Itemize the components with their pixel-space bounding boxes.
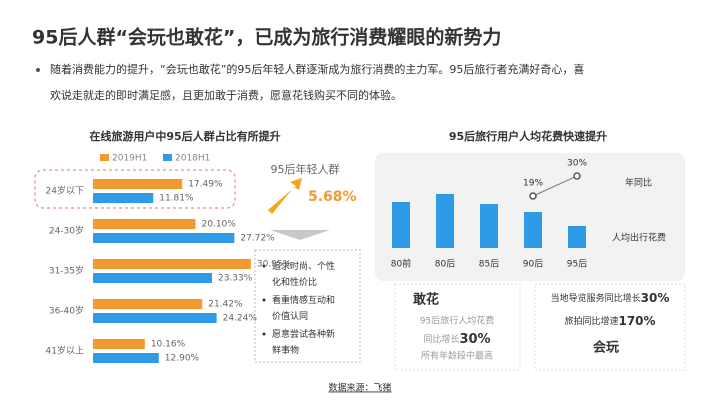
bullet-text: 随着消费能力的提升，“会玩也敢花”的95后年轻人群逐渐成为旅行消费的主力军。95… [50, 62, 584, 76]
box-text-part: 当地导览服务同比增长 [551, 292, 641, 304]
info-box [534, 283, 686, 371]
chart-title: 95后旅行用户人均花费快速提升 [449, 129, 607, 143]
box-title: 会玩 [593, 340, 619, 356]
trait-dot [262, 298, 266, 302]
box-text-part: 旅拍同比增速 [564, 315, 618, 327]
box-text: 同比增长30% [423, 332, 490, 347]
bar [480, 204, 498, 248]
bullet-dot [36, 68, 40, 72]
series-label: 年同比 [625, 177, 652, 189]
box-text-part: 30% [459, 332, 490, 347]
bar [524, 212, 542, 248]
category-label: 31-35岁 [49, 265, 84, 277]
bar [93, 219, 196, 229]
value-label: 23.33% [218, 274, 253, 284]
bar [392, 202, 410, 248]
line-point [529, 192, 537, 200]
category-label: 41岁以上 [46, 345, 84, 357]
slide-title: 95后人群“会玩也敢花”，已成为旅行消费耀眼的新势力 [32, 26, 501, 49]
traits-box [254, 249, 361, 363]
legend-label: 2019H1 [112, 154, 147, 164]
trait-dot [262, 332, 266, 336]
box-text-part: 30% [641, 291, 670, 305]
bar [93, 193, 154, 203]
bar [93, 313, 217, 323]
legend-swatch [100, 154, 109, 161]
up-arrow [268, 178, 302, 214]
trait-line: 追求时尚、个性 [272, 260, 335, 272]
bullet-text: 欢说走就走的即时满足感，且更加敢于消费，愿意花钱购买不同的体验。 [50, 88, 402, 102]
highlight-value: 5.68% [308, 189, 357, 205]
series-label: 人均出行花费 [612, 232, 666, 244]
line-point [573, 172, 581, 180]
trait-text: 看重情感互动和价值认同 [272, 294, 335, 322]
info-box [394, 283, 521, 371]
value-label: 30.95% [257, 260, 292, 270]
box-text: 所有年龄段中最高 [421, 350, 493, 362]
legend-label: 2018H1 [175, 154, 210, 164]
box-text-part: 170% [618, 314, 655, 328]
category-label: 95后 [567, 259, 587, 270]
value-label: 19% [523, 179, 543, 189]
highlight-frame [34, 169, 236, 209]
trait-line: 价值认同 [272, 310, 308, 322]
bar [93, 353, 159, 363]
category-label: 36-40岁 [49, 305, 84, 317]
box-text-part: 同比增长 [423, 333, 459, 345]
category-label: 24岁以下 [46, 185, 84, 197]
source: 数据来源：飞猪 [328, 382, 391, 394]
value-label: 24.24% [223, 314, 258, 324]
bar [568, 226, 586, 248]
bar [436, 194, 454, 248]
box-text: 当地导览服务同比增长30% [551, 291, 670, 305]
trait-line: 化和性价比 [272, 276, 317, 288]
box-title: 敢花 [413, 292, 439, 308]
trait-line: 鲜事物 [272, 344, 299, 356]
bar [93, 299, 203, 309]
category-label: 80前 [391, 258, 411, 270]
value-label: 10.16% [151, 340, 186, 350]
value-label: 30% [567, 159, 587, 169]
trait-text: 追求时尚、个性化和性价比 [272, 260, 335, 288]
value-label: 21.42% [208, 300, 243, 310]
chart-title: 在线旅游用户中95后人群占比有所提升 [89, 129, 280, 143]
box-text: 95后旅行人均花费 [420, 315, 494, 327]
line [532, 175, 578, 197]
bar [93, 179, 183, 189]
bar [93, 259, 251, 269]
bar [93, 273, 212, 283]
value-label: 17.49% [188, 180, 223, 190]
bar [93, 339, 145, 349]
trait-line: 看重情感互动和 [272, 294, 335, 306]
legend-swatch [163, 154, 172, 161]
trait-dot [262, 264, 266, 268]
value-label: 12.90% [165, 354, 200, 364]
highlight-label: 95后年轻人群 [271, 162, 340, 176]
trait-text: 愿意尝试各种新鲜事物 [272, 328, 335, 356]
box-text: 旅拍同比增速170% [564, 314, 655, 328]
trait-line: 愿意尝试各种新 [272, 328, 335, 340]
category-label: 85后 [479, 259, 499, 270]
category-label: 80后 [435, 259, 455, 270]
down-triangle [270, 230, 330, 240]
category-label: 24-30岁 [49, 225, 84, 237]
value-label: 11.81% [159, 194, 194, 204]
value-label: 27.72% [240, 234, 275, 244]
bar [93, 233, 235, 243]
value-label: 20.10% [202, 220, 237, 230]
category-label: 90后 [523, 259, 543, 270]
